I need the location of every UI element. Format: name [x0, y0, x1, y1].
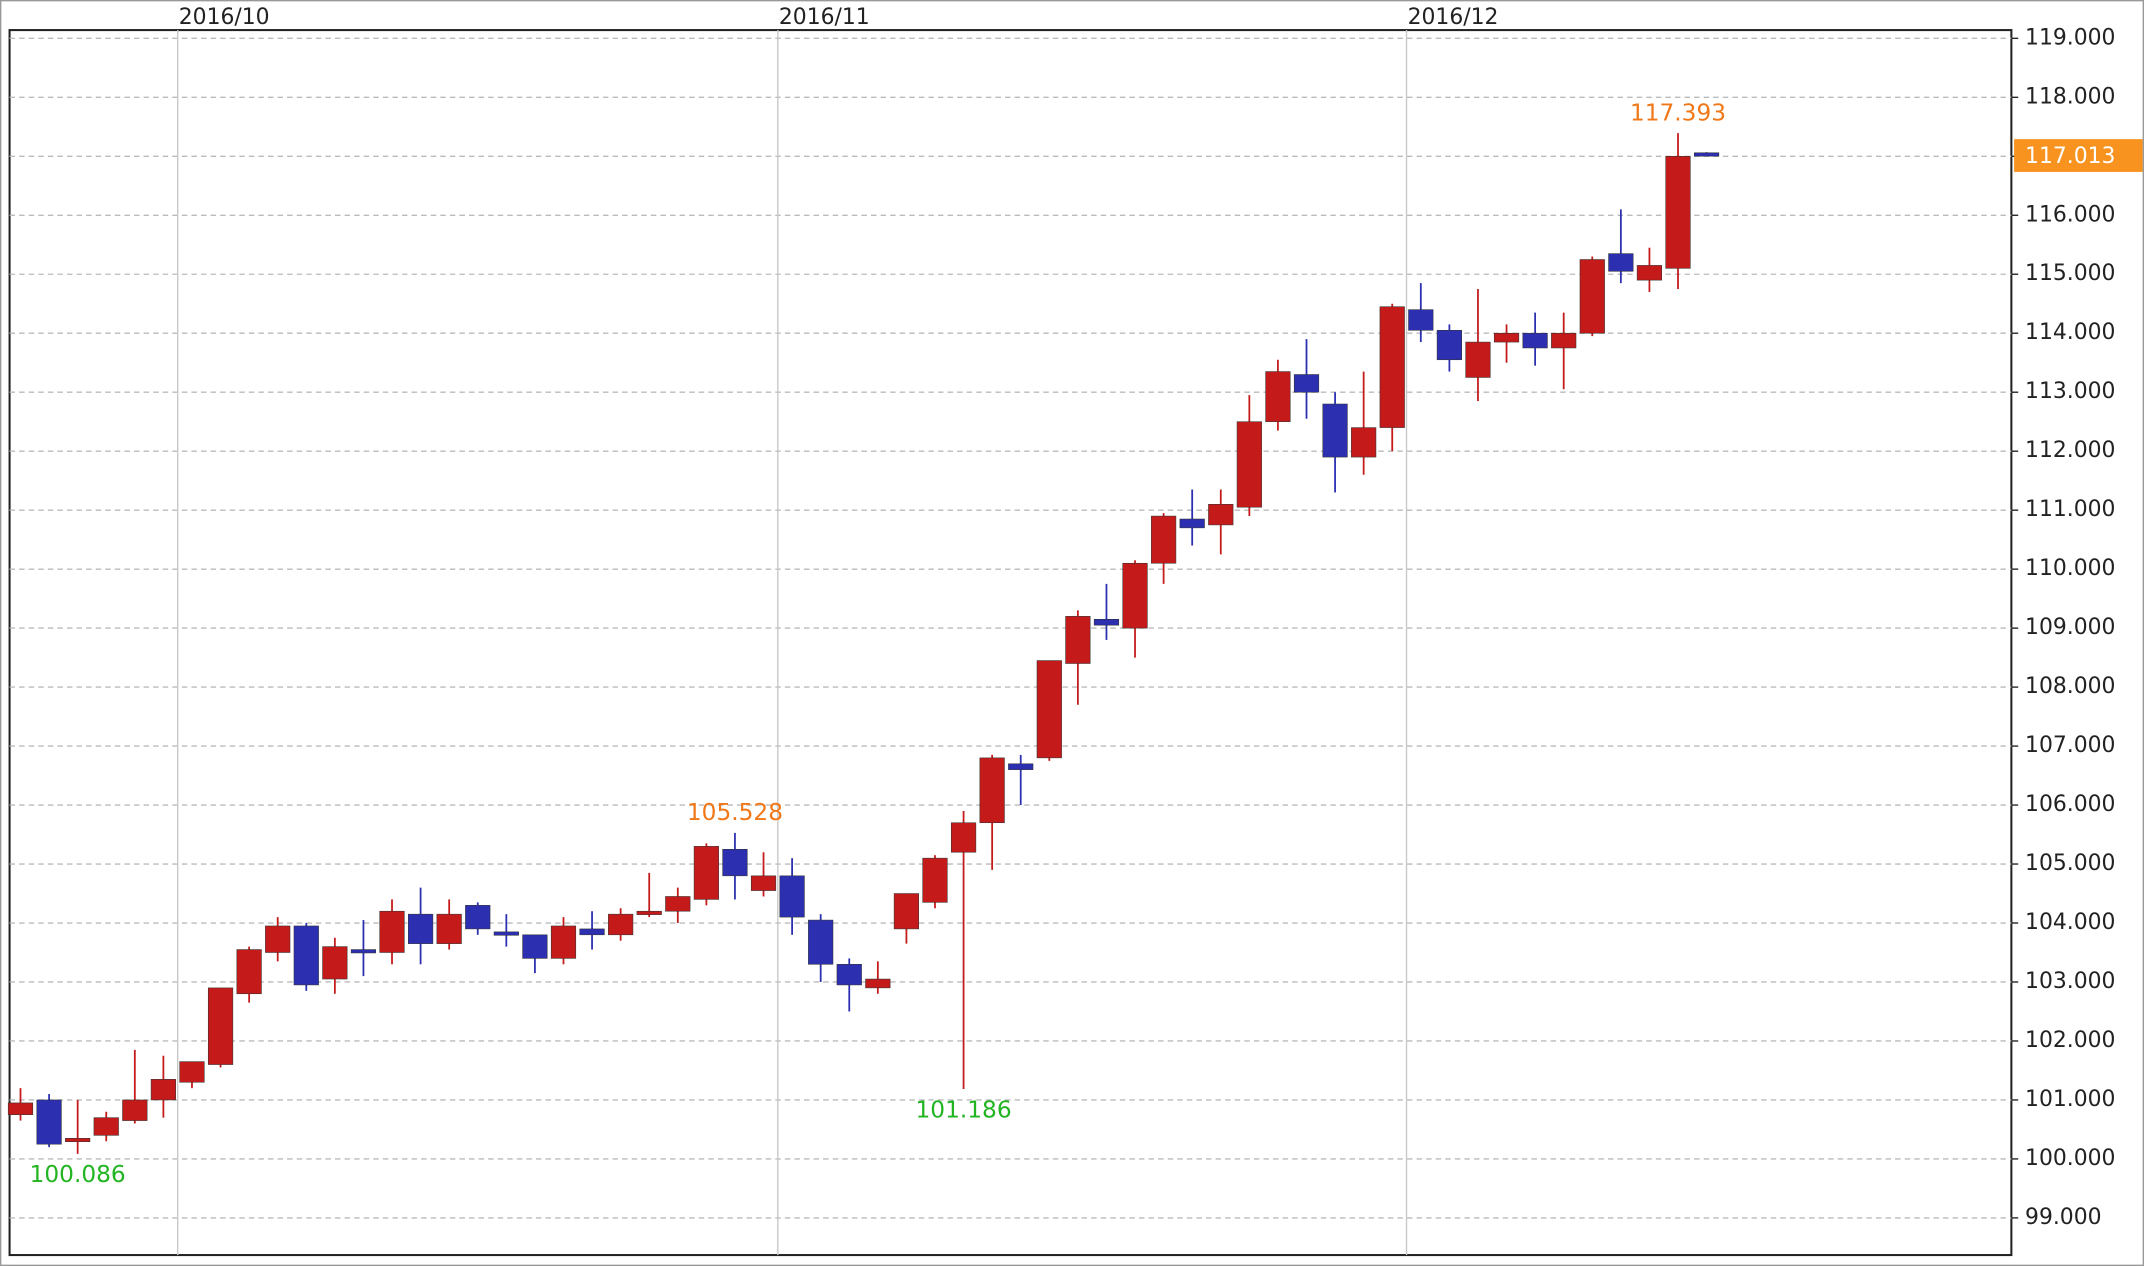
y-tick-label: 112.000: [2025, 438, 2115, 463]
y-tick-label: 103.000: [2025, 969, 2115, 994]
extreme-label: 117.393: [1630, 99, 1726, 126]
y-tick-label: 110.000: [2025, 556, 2115, 581]
x-tick-label: 2016/12: [1408, 5, 1499, 30]
candle-body: [436, 913, 462, 944]
candle-body: [550, 925, 577, 959]
candle-body: [608, 913, 634, 936]
candle-body: [93, 1117, 119, 1136]
candle-body: [579, 928, 605, 936]
candle-body: [179, 1061, 205, 1083]
x-tick-label: 2016/11: [779, 5, 870, 30]
candle-body: [379, 910, 405, 953]
candle-body: [750, 875, 777, 891]
candle-body: [893, 893, 919, 930]
candle-body: [1236, 421, 1262, 508]
candle-body: [36, 1099, 62, 1145]
extreme-label: 101.186: [916, 1096, 1012, 1123]
y-tick-label: 109.000: [2025, 615, 2115, 640]
y-tick-label: 102.000: [2025, 1028, 2115, 1053]
y-tick-label: 113.000: [2025, 379, 2115, 404]
candle-body: [1379, 306, 1405, 428]
candle-body: [636, 910, 662, 915]
candle-body: [1322, 403, 1348, 458]
candle-body: [1151, 515, 1177, 564]
candle-body: [950, 822, 977, 853]
y-tick-label: 105.000: [2025, 851, 2115, 876]
candle-body: [322, 946, 348, 980]
extreme-label: 100.086: [30, 1161, 126, 1188]
candle-body: [1008, 763, 1034, 770]
candle-body: [1179, 518, 1205, 529]
candle-body: [465, 905, 491, 930]
candle-body: [65, 1138, 91, 1142]
y-tick-label: 104.000: [2025, 910, 2115, 935]
candle-body: [1208, 503, 1234, 526]
candle-body: [1351, 427, 1377, 458]
y-tick-label: 114.000: [2025, 320, 2115, 345]
y-tick-label: 116.000: [2025, 202, 2115, 227]
y-tick-label: 101.000: [2025, 1087, 2115, 1112]
candle-body: [1065, 616, 1091, 664]
extreme-label: 105.528: [687, 799, 783, 826]
candle-body: [1579, 259, 1605, 334]
x-tick-label: 2016/10: [179, 5, 270, 30]
y-tick-label: 99.000: [2025, 1205, 2102, 1230]
candle-body: [522, 934, 548, 959]
candle-body: [1036, 660, 1062, 759]
candle-body: [779, 875, 805, 918]
candle-body: [1265, 371, 1291, 422]
candle-body: [1694, 152, 1720, 157]
candle-body: [979, 757, 1005, 824]
candle-body: [1551, 332, 1577, 349]
candle-body: [207, 987, 234, 1065]
candle-body: [1522, 332, 1548, 349]
candle-body: [122, 1099, 148, 1121]
candle-body: [1636, 265, 1663, 281]
last-price-tag: [2014, 139, 2143, 172]
candle-body: [722, 849, 748, 877]
y-tick-label: 115.000: [2025, 261, 2115, 286]
candle-body: [1093, 619, 1120, 626]
candle-body: [693, 846, 719, 900]
plot-area: [8, 29, 2013, 1257]
candle-body: [1293, 374, 1320, 393]
y-tick-label: 107.000: [2025, 733, 2115, 758]
candle-body: [922, 857, 948, 903]
candle-body: [1122, 562, 1148, 629]
y-tick-label: 108.000: [2025, 674, 2115, 699]
candle-body: [1608, 253, 1634, 272]
candle-body: [265, 925, 291, 953]
candle-body: [1665, 156, 1691, 269]
candle-body: [836, 964, 862, 986]
y-tick-label: 119.000: [2025, 25, 2115, 50]
candle-body: [808, 919, 834, 965]
candle-body: [150, 1079, 176, 1101]
candle-body: [493, 931, 519, 936]
candle-body: [1436, 330, 1462, 361]
y-tick-label: 118.000: [2025, 84, 2115, 109]
candle-body: [1493, 332, 1520, 343]
candle-body: [1408, 309, 1434, 331]
candle-body: [1465, 341, 1491, 378]
candle-body: [665, 896, 691, 912]
candle-body: [865, 978, 891, 989]
candle-body: [236, 949, 262, 995]
y-tick-label: 111.000: [2025, 497, 2115, 522]
candle-body: [7, 1102, 34, 1115]
y-tick-label: 100.000: [2025, 1146, 2115, 1171]
candle-body: [408, 913, 434, 944]
candle-body: [350, 949, 377, 954]
last-price-label: 117.013: [2025, 144, 2115, 169]
candle-body: [293, 925, 319, 986]
y-tick-label: 106.000: [2025, 792, 2115, 817]
